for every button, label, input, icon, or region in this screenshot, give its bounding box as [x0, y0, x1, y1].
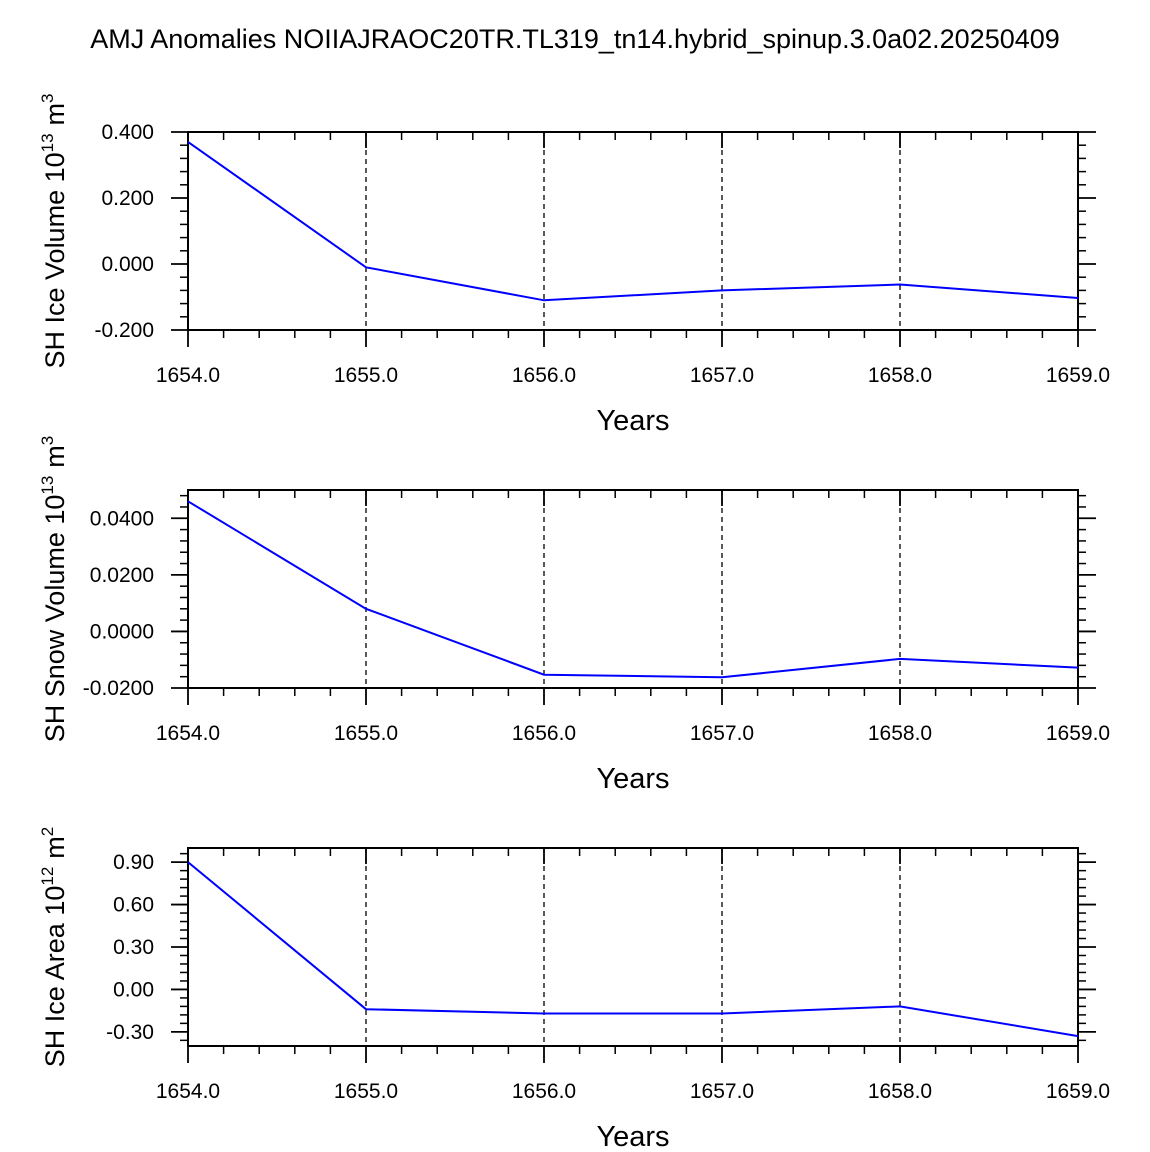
- y-label-unit-exponent: 2: [38, 827, 57, 836]
- data-point: [898, 282, 902, 286]
- panel-1: 1654.0 1655.0 1656.0 1657.0 1658.0 1659.0 -0.2…: [38, 93, 1110, 437]
- x-tick-label: 1654.0: [156, 364, 220, 387]
- x-tick-label: 1654.0: [156, 722, 220, 745]
- y-tick-label: 0.000: [101, 253, 154, 276]
- data-point: [542, 1011, 546, 1015]
- data-point: [1076, 296, 1080, 300]
- data-point: [720, 1011, 724, 1015]
- data-point: [720, 675, 724, 679]
- y-tick-label: -0.30: [106, 1021, 154, 1044]
- y-label-unit: m: [40, 836, 70, 859]
- x-tick-label: 1658.0: [868, 364, 932, 387]
- plot-frame: [187, 847, 1079, 1047]
- y-tick-label: 0.0200: [90, 564, 154, 587]
- x-tick-label: 1659.0: [1046, 364, 1110, 387]
- data-point: [898, 1004, 902, 1008]
- y-label-unit: m: [40, 445, 70, 468]
- data-point: [364, 607, 368, 611]
- x-tick-label: 1657.0: [690, 364, 754, 387]
- data-point: [186, 499, 190, 503]
- y-axis-label: SH Ice Area 1012 m2: [38, 827, 70, 1068]
- y-tick-label: 0.60: [113, 894, 154, 917]
- x-tick-label: 1655.0: [334, 364, 398, 387]
- plot-frame: [187, 489, 1079, 689]
- y-label-text: SH Snow Volume 10: [40, 495, 70, 743]
- x-axis-label: Years: [596, 763, 669, 795]
- data-point: [1076, 1034, 1080, 1038]
- y-axis-label: SH Snow Volume 1013 m3: [38, 436, 70, 743]
- y-label-unit-exponent: 3: [38, 93, 57, 102]
- figure-title: AMJ Anomalies NOIIAJRAOC20TR.TL319_tn14.…: [90, 24, 1060, 54]
- series-line: [187, 861, 1079, 1038]
- y-tick-label: 0.200: [101, 187, 154, 210]
- x-tick-label: 1657.0: [690, 722, 754, 745]
- x-tick-label: 1659.0: [1046, 1080, 1110, 1103]
- x-tick-label: 1658.0: [868, 1080, 932, 1103]
- plot-frame: [187, 131, 1079, 331]
- series-line: [187, 500, 1079, 679]
- data-point: [720, 288, 724, 292]
- data-point: [186, 860, 190, 864]
- data-point: [542, 673, 546, 677]
- series-line: [187, 141, 1079, 302]
- y-label-unit: m: [40, 103, 70, 126]
- y-label-unit-exponent: 3: [38, 436, 57, 445]
- panel-2: 1654.0 1655.0 1656.0 1657.0 1658.0 1659.0 -0.0…: [38, 436, 1110, 795]
- y-tick-label: 0.00: [113, 978, 154, 1001]
- y-tick-label: 0.30: [113, 936, 154, 959]
- data-point: [364, 265, 368, 269]
- x-tick-label: 1656.0: [512, 364, 576, 387]
- x-tick-label: 1656.0: [512, 1080, 576, 1103]
- y-axis-label: SH Ice Volume 1013 m3: [38, 93, 70, 368]
- data-point: [1076, 666, 1080, 670]
- y-label-exponent: 13: [38, 476, 57, 495]
- y-tick-label: 0.400: [101, 121, 154, 144]
- data-point: [364, 1007, 368, 1011]
- data-point: [542, 298, 546, 302]
- data-point: [186, 140, 190, 144]
- x-axis-label: Years: [596, 405, 669, 437]
- y-tick-label: 0.90: [113, 851, 154, 874]
- y-tick-label: 0.0400: [90, 507, 154, 530]
- x-tick-label: 1654.0: [156, 1080, 220, 1103]
- y-label-text: SH Ice Volume 10: [40, 152, 70, 368]
- x-tick-label: 1658.0: [868, 722, 932, 745]
- data-point: [898, 657, 902, 661]
- y-tick-label: 0.0000: [90, 620, 154, 643]
- x-axis-label: Years: [596, 1121, 669, 1152]
- x-tick-label: 1659.0: [1046, 722, 1110, 745]
- x-tick-label: 1657.0: [690, 1080, 754, 1103]
- y-label-text: SH Ice Area 10: [40, 886, 70, 1068]
- y-tick-label: -0.200: [94, 319, 154, 342]
- y-label-exponent: 12: [38, 867, 57, 886]
- panel-3: 1654.0 1655.0 1656.0 1657.0 1658.0 1659.0 -0.3…: [38, 827, 1110, 1152]
- y-tick-label: -0.0200: [83, 677, 154, 700]
- x-tick-label: 1655.0: [334, 722, 398, 745]
- x-tick-label: 1655.0: [334, 1080, 398, 1103]
- x-tick-label: 1656.0: [512, 722, 576, 745]
- y-label-exponent: 13: [38, 133, 57, 152]
- panels: 1654.0 1655.0 1656.0 1657.0 1658.0 1659.0 -0.2…: [38, 93, 1110, 1152]
